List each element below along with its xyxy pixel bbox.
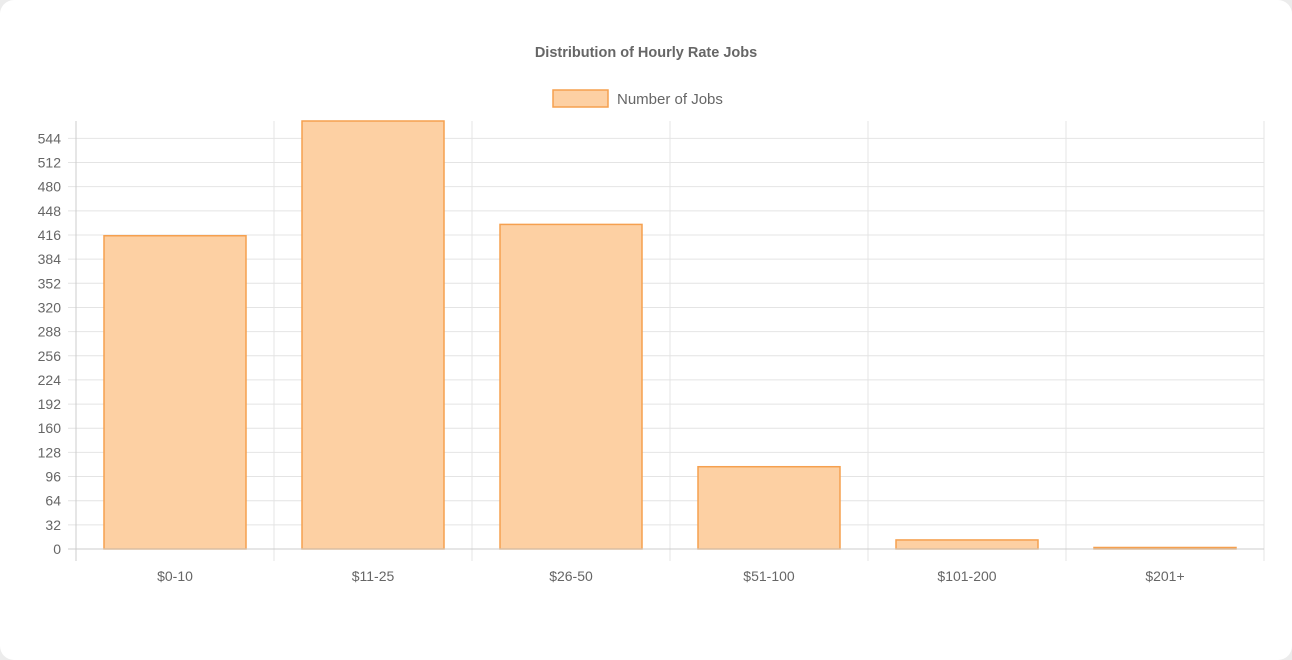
bar[interactable] <box>697 465 841 550</box>
y-axis-ticks: 0 32 64 96 128 160 192 224 256 288 320 352 384 416 448… <box>38 130 62 557</box>
chart-title: Distribution of Hourly Rate Jobs <box>535 45 757 61</box>
bar[interactable] <box>895 539 1039 550</box>
x-tick-label: $11-25 <box>352 568 395 584</box>
y-tick-label: 64 <box>45 493 61 509</box>
y-tick-label: 384 <box>38 251 62 267</box>
gridlines <box>68 121 1265 561</box>
legend-swatch <box>552 89 609 108</box>
bar[interactable] <box>103 234 247 550</box>
y-tick-label: 512 <box>38 155 62 171</box>
y-tick-label: 320 <box>38 299 62 315</box>
x-tick-label: $101-200 <box>937 568 996 584</box>
bar[interactable] <box>499 223 643 550</box>
x-tick-label: $26-50 <box>549 568 593 584</box>
x-tick-label: $201+ <box>1145 568 1184 584</box>
legend-label: Number of Jobs <box>617 91 723 108</box>
x-axis-ticks: $0-10 $11-25 $26-50 $51-100 $101-200 $201+ <box>157 568 1185 584</box>
y-tick-label: 416 <box>38 227 62 243</box>
bar[interactable] <box>301 120 445 550</box>
axes <box>68 121 1264 561</box>
y-tick-label: 256 <box>38 348 62 364</box>
y-tick-label: 352 <box>38 275 62 291</box>
y-tick-label: 448 <box>38 203 62 219</box>
y-tick-label: 224 <box>38 372 62 388</box>
y-tick-label: 0 <box>53 541 61 557</box>
y-tick-label: 32 <box>45 517 61 533</box>
legend[interactable]: Number of Jobs <box>552 89 723 108</box>
x-tick-label: $51-100 <box>743 568 795 584</box>
y-tick-label: 288 <box>38 324 62 340</box>
y-tick-label: 480 <box>38 179 62 195</box>
bars <box>103 120 1237 550</box>
y-tick-label: 128 <box>38 444 62 460</box>
y-tick-label: 544 <box>38 130 62 146</box>
y-tick-label: 96 <box>45 469 61 485</box>
y-tick-label: 192 <box>38 396 62 412</box>
y-tick-label: 160 <box>38 420 62 436</box>
x-tick-label: $0-10 <box>157 568 193 584</box>
